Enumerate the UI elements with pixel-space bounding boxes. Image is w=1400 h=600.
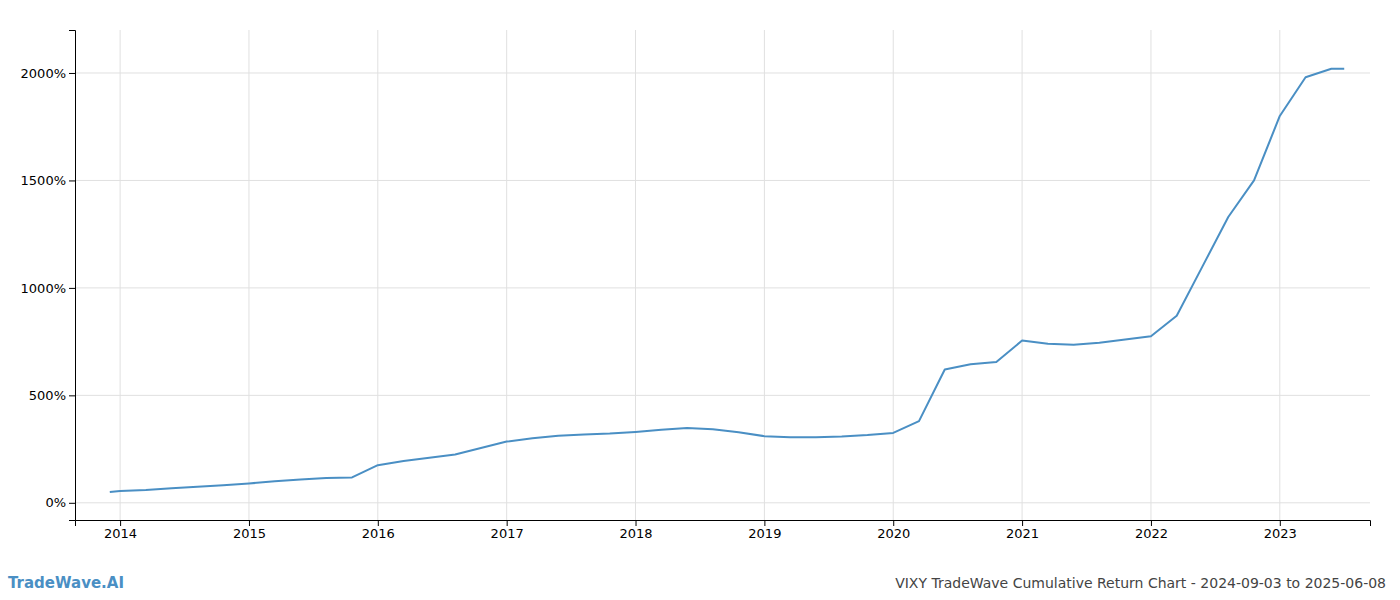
grid-line-x [506, 30, 507, 520]
x-tick-mark [1022, 520, 1023, 526]
grid-line-y [75, 395, 1370, 396]
y-axis: 0% 500% 1000% 1500% 2000% [21, 31, 76, 521]
y-tick: 1000% [21, 281, 75, 296]
x-tick: 2016 [362, 520, 395, 541]
x-tick: 2015 [233, 520, 266, 541]
y-tick-label: 1000% [21, 281, 66, 296]
x-tick: 2014 [104, 520, 137, 541]
y-tick-label: 0% [45, 495, 66, 510]
x-tick-mark [893, 520, 894, 526]
x-tick-mark [507, 520, 508, 526]
x-tick-label: 2014 [104, 526, 137, 541]
grid-line-x [1022, 30, 1023, 520]
y-tick-label: 1500% [21, 173, 66, 188]
x-tick: 2023 [1264, 520, 1297, 541]
y-tick-mark [69, 73, 75, 74]
x-tick-mark [636, 520, 637, 526]
line [110, 69, 1344, 492]
y-tick: 2000% [21, 66, 75, 81]
grid-line-y [75, 72, 1370, 73]
title: VIXY TradeWave Cumulative Return Chart -… [895, 575, 1386, 591]
y-tick-mark [69, 395, 75, 396]
x-tick: 2022 [1135, 520, 1168, 541]
x-tick-mark [1280, 520, 1281, 526]
grid-line-x [1279, 30, 1280, 520]
x-tick-label: 2020 [877, 526, 910, 541]
x-tick-mark [764, 520, 765, 526]
x-tick: 2019 [748, 520, 781, 541]
x-tick-label: 2018 [619, 526, 652, 541]
y-tick-label: 500% [29, 388, 66, 403]
plot-area: 2014 2015 2016 2017 2018 2019 2020 2021 2022 2023… [21, 30, 1371, 541]
grid-line-x [377, 30, 378, 520]
x-tick-label: 2019 [748, 526, 781, 541]
grid-line-y [75, 180, 1370, 181]
x-tick-mark [378, 520, 379, 526]
grid-line-x [1150, 30, 1151, 520]
x-tick-label: 2021 [1006, 526, 1039, 541]
marks [110, 69, 1344, 492]
y-tick-mark [69, 180, 75, 181]
grid-line-x [893, 30, 894, 520]
grid-line-x [248, 30, 249, 520]
grid-line-y [75, 502, 1370, 503]
x-tick-label: 2022 [1135, 526, 1168, 541]
x-tick: 2020 [877, 520, 910, 541]
x-axis-line [76, 521, 1371, 527]
grid-line-x [764, 30, 765, 520]
x-tick-mark [1151, 520, 1152, 526]
watermark: TradeWave.AI [8, 574, 124, 592]
grid [75, 30, 1370, 520]
x-tick-mark [249, 520, 250, 526]
x-tick: 2018 [619, 520, 652, 541]
y-tick: 500% [29, 388, 75, 403]
chart-container: 2014 2015 2016 2017 2018 2019 2020 2021 2022 2023… [0, 0, 1400, 600]
y-tick: 1500% [21, 173, 75, 188]
grid-line-y [75, 287, 1370, 288]
y-tick-mark [69, 288, 75, 289]
chart-svg: 2014 2015 2016 2017 2018 2019 2020 2021 2022 2023… [0, 0, 1400, 600]
x-tick-label: 2017 [491, 526, 524, 541]
y-tick-label: 2000% [21, 66, 66, 81]
x-axis: 2014 2015 2016 2017 2018 2019 2020 2021 2022 2023 [76, 520, 1371, 541]
x-tick-label: 2016 [362, 526, 395, 541]
y-tick: 0% [45, 495, 75, 510]
x-tick-mark [120, 520, 121, 526]
x-tick-label: 2015 [233, 526, 266, 541]
x-tick-label: 2023 [1264, 526, 1297, 541]
x-tick: 2017 [491, 520, 524, 541]
y-tick-mark [69, 503, 75, 504]
y-axis-line [69, 31, 76, 521]
x-tick: 2021 [1006, 520, 1039, 541]
grid-line-x [120, 30, 121, 520]
grid-line-x [635, 30, 636, 520]
